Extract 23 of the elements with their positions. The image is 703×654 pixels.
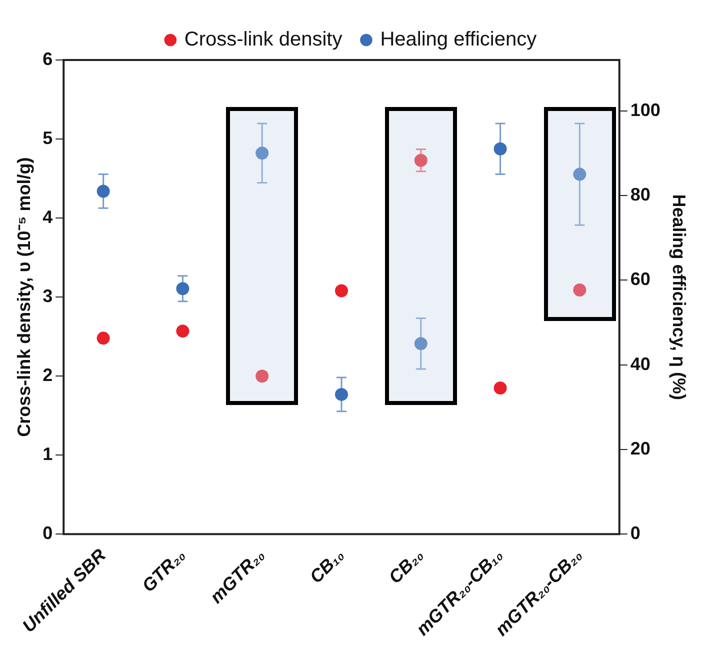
point bbox=[334, 284, 348, 298]
y-tick-label: 2 bbox=[42, 365, 53, 386]
point bbox=[176, 324, 190, 338]
y-tick-label: 4 bbox=[42, 207, 53, 228]
y-tick-label: 6 bbox=[42, 48, 53, 69]
y2-axis-title: Healing efficiency, η (%) bbox=[669, 194, 690, 400]
y2-tick-label: 80 bbox=[630, 184, 650, 204]
y2-tick-label: 100 bbox=[630, 100, 660, 120]
y2-tick-label: 20 bbox=[630, 438, 650, 458]
y-tick-label: 5 bbox=[42, 128, 53, 148]
y2-tick-label: 60 bbox=[630, 269, 650, 290]
x-tick-label: CB₁₀ bbox=[306, 545, 348, 588]
legend-label: Cross-link density bbox=[184, 28, 342, 51]
y2-tick-label: 40 bbox=[630, 354, 650, 374]
y2-tick-label: 0 bbox=[630, 523, 640, 544]
y-axis-title: Cross-link density, υ (10⁻⁵ mol/g) bbox=[14, 157, 34, 437]
point bbox=[96, 332, 110, 345]
point bbox=[573, 283, 586, 296]
y-tick-label: 1 bbox=[42, 444, 53, 464]
y-tick-label: 0 bbox=[42, 523, 53, 544]
y-tick-label: 3 bbox=[42, 286, 53, 306]
legend-label: Healing efficiency bbox=[380, 28, 537, 51]
point bbox=[494, 381, 507, 394]
